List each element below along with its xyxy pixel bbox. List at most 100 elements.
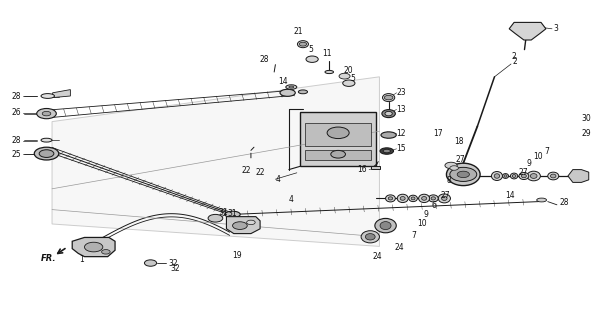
Text: 14: 14 <box>506 191 515 200</box>
Ellipse shape <box>550 174 556 178</box>
Ellipse shape <box>41 138 52 142</box>
Text: 4: 4 <box>288 195 293 204</box>
Ellipse shape <box>504 175 507 177</box>
Text: 8: 8 <box>447 176 452 185</box>
Text: 22: 22 <box>242 166 252 175</box>
Ellipse shape <box>298 90 307 94</box>
Circle shape <box>457 171 469 178</box>
Ellipse shape <box>502 173 509 179</box>
Text: 24: 24 <box>395 243 405 252</box>
Circle shape <box>39 150 54 157</box>
Text: 22: 22 <box>256 168 266 177</box>
Ellipse shape <box>428 195 438 202</box>
Text: 28: 28 <box>559 198 569 207</box>
Polygon shape <box>52 77 379 246</box>
Text: 24: 24 <box>372 252 382 261</box>
Text: 4: 4 <box>275 175 280 184</box>
Bar <box>305 150 371 160</box>
Ellipse shape <box>365 234 375 240</box>
Ellipse shape <box>397 194 408 203</box>
Text: 32: 32 <box>170 264 180 273</box>
Ellipse shape <box>361 231 379 243</box>
Ellipse shape <box>386 195 395 202</box>
Polygon shape <box>300 112 376 166</box>
Text: 29: 29 <box>581 129 591 138</box>
Ellipse shape <box>380 148 394 154</box>
Ellipse shape <box>41 94 54 99</box>
Ellipse shape <box>375 219 396 233</box>
Polygon shape <box>509 22 546 40</box>
Circle shape <box>299 42 307 46</box>
Text: 19: 19 <box>233 251 242 260</box>
Text: 25: 25 <box>12 150 21 159</box>
Text: 31: 31 <box>218 208 228 217</box>
Text: 32: 32 <box>168 259 178 268</box>
Ellipse shape <box>286 85 297 89</box>
Text: 2: 2 <box>511 52 516 60</box>
Ellipse shape <box>548 172 559 180</box>
Text: 3: 3 <box>553 24 558 33</box>
Ellipse shape <box>385 111 392 116</box>
Text: 28: 28 <box>12 92 21 100</box>
Bar <box>371 166 380 169</box>
Ellipse shape <box>400 196 405 200</box>
Text: 15: 15 <box>397 144 406 153</box>
Circle shape <box>144 260 157 266</box>
Ellipse shape <box>409 195 417 202</box>
Polygon shape <box>568 170 589 182</box>
Ellipse shape <box>530 173 537 179</box>
Circle shape <box>343 80 355 86</box>
Ellipse shape <box>280 89 295 96</box>
Ellipse shape <box>380 222 391 230</box>
Circle shape <box>42 111 51 116</box>
Text: 10: 10 <box>417 220 427 228</box>
Text: 10: 10 <box>534 152 543 161</box>
Ellipse shape <box>225 211 240 218</box>
Text: FR.: FR. <box>41 254 57 263</box>
Ellipse shape <box>381 132 396 138</box>
Ellipse shape <box>521 174 526 178</box>
Circle shape <box>330 150 345 158</box>
Ellipse shape <box>527 171 540 181</box>
Bar <box>305 123 371 146</box>
Circle shape <box>208 214 223 222</box>
Text: 26: 26 <box>12 108 21 117</box>
Text: 11: 11 <box>323 49 332 58</box>
Ellipse shape <box>494 174 499 178</box>
Ellipse shape <box>422 196 427 200</box>
Text: 20: 20 <box>344 66 354 75</box>
Polygon shape <box>53 90 70 98</box>
Text: 31: 31 <box>228 209 237 218</box>
Ellipse shape <box>519 172 529 180</box>
Polygon shape <box>72 237 115 257</box>
Text: 27: 27 <box>455 155 465 164</box>
Ellipse shape <box>510 173 518 179</box>
Circle shape <box>37 108 56 119</box>
Text: 28: 28 <box>259 55 269 64</box>
Text: 30: 30 <box>581 114 591 123</box>
Ellipse shape <box>383 149 390 153</box>
Text: 23: 23 <box>397 88 406 97</box>
Ellipse shape <box>491 172 502 180</box>
Polygon shape <box>226 217 260 234</box>
Text: 9: 9 <box>424 210 428 219</box>
Text: 9: 9 <box>526 159 531 168</box>
Circle shape <box>84 242 103 252</box>
Text: 12: 12 <box>397 129 406 138</box>
Ellipse shape <box>438 194 450 203</box>
Text: 17: 17 <box>433 129 443 138</box>
Ellipse shape <box>411 197 415 200</box>
Circle shape <box>384 95 393 100</box>
Ellipse shape <box>289 86 294 88</box>
Text: 6: 6 <box>431 201 436 210</box>
Text: 18: 18 <box>454 137 464 146</box>
Text: 1: 1 <box>80 255 84 264</box>
Text: 27: 27 <box>519 168 529 177</box>
Text: 5: 5 <box>350 74 355 83</box>
Ellipse shape <box>446 163 480 186</box>
Text: 14: 14 <box>278 77 288 86</box>
Ellipse shape <box>512 175 516 177</box>
Circle shape <box>445 162 457 169</box>
Text: 13: 13 <box>397 105 406 114</box>
Ellipse shape <box>297 41 308 48</box>
